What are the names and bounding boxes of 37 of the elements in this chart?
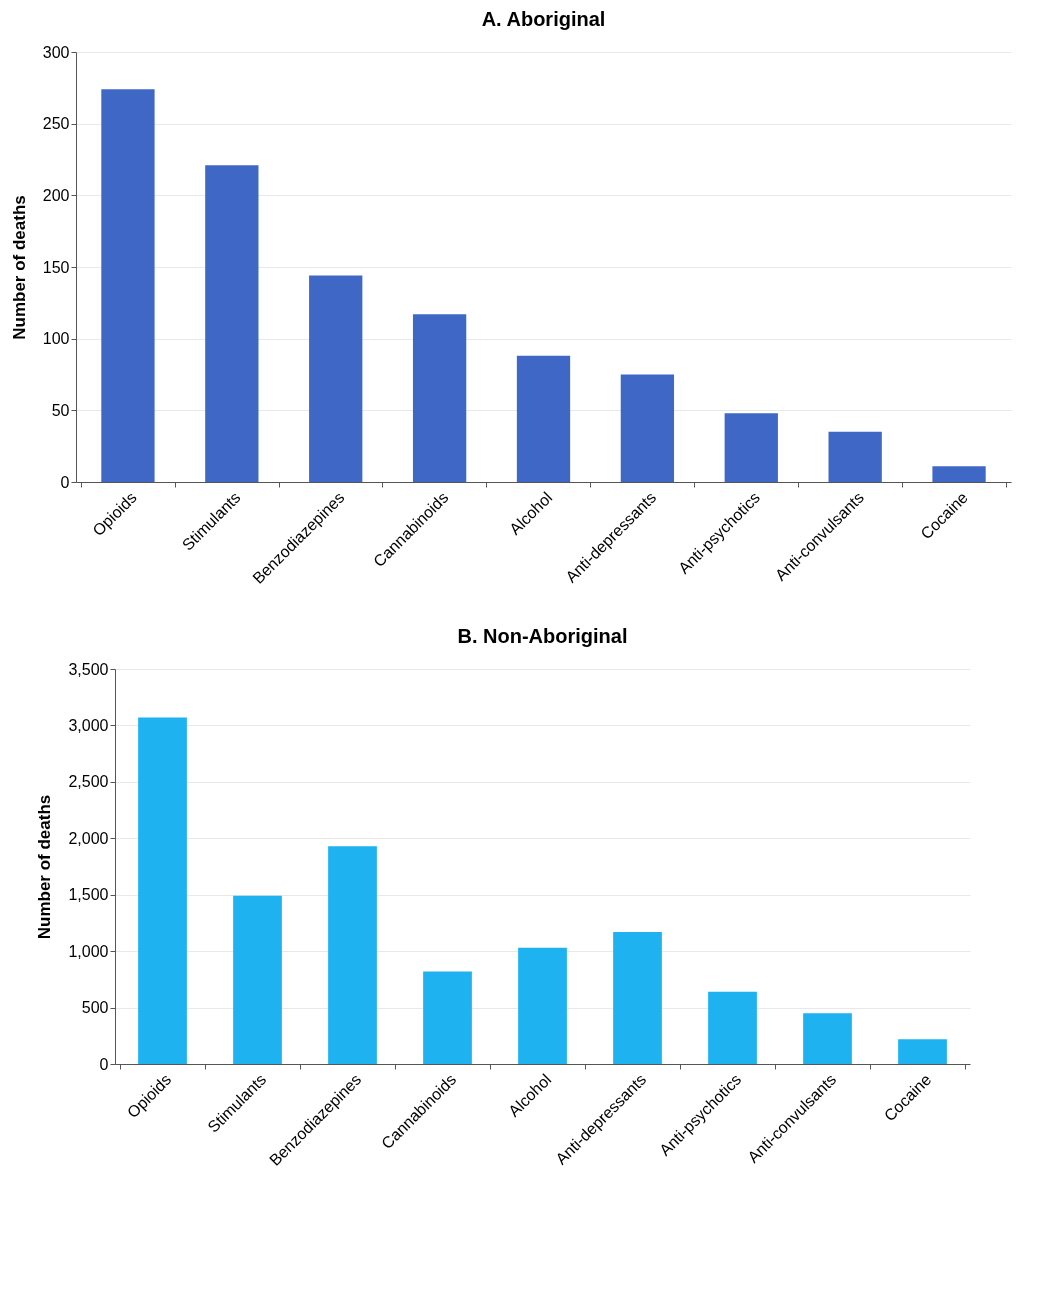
bar: [828, 431, 882, 482]
y-tick-label: 0: [99, 1055, 109, 1073]
y-axis-title: Number of deaths: [9, 195, 29, 340]
bar: [205, 165, 259, 482]
y-tick-label: 50: [51, 401, 70, 419]
bar: [620, 374, 675, 482]
bar: [138, 717, 187, 1064]
y-tick-label: 200: [42, 186, 70, 204]
y-tick-label: 0: [60, 473, 70, 491]
bar: [932, 466, 986, 482]
bar: [898, 1039, 947, 1064]
bar: [328, 846, 377, 1064]
bar: [518, 947, 567, 1064]
bar: [803, 1013, 852, 1064]
bar: [101, 89, 155, 482]
y-tick-label: 3,000: [68, 716, 109, 734]
bar: [708, 991, 757, 1064]
bar: [724, 413, 778, 482]
y-tick-label: 100: [42, 330, 70, 348]
y-tick-label: 500: [81, 999, 109, 1017]
y-tick-label: 2,000: [68, 829, 109, 847]
y-axis-title: Number of deaths: [35, 794, 55, 940]
y-tick-label: 1,000: [68, 942, 109, 960]
bar: [613, 931, 662, 1064]
y-tick-label: 2,500: [68, 773, 109, 791]
y-tick-label: 300: [42, 43, 70, 61]
y-tick-label: 1,500: [68, 886, 109, 904]
bar: [233, 895, 282, 1064]
bar: [309, 275, 363, 482]
y-tick-label: 150: [42, 258, 70, 276]
y-tick-label: 250: [42, 115, 70, 133]
bar: [423, 971, 472, 1064]
bar: [412, 314, 467, 482]
chart-title: A. Aboriginal: [481, 8, 606, 30]
y-tick-label: 3,500: [68, 660, 109, 678]
chart-title: B. Non-Aboriginal: [457, 625, 628, 647]
bar: [516, 355, 571, 482]
